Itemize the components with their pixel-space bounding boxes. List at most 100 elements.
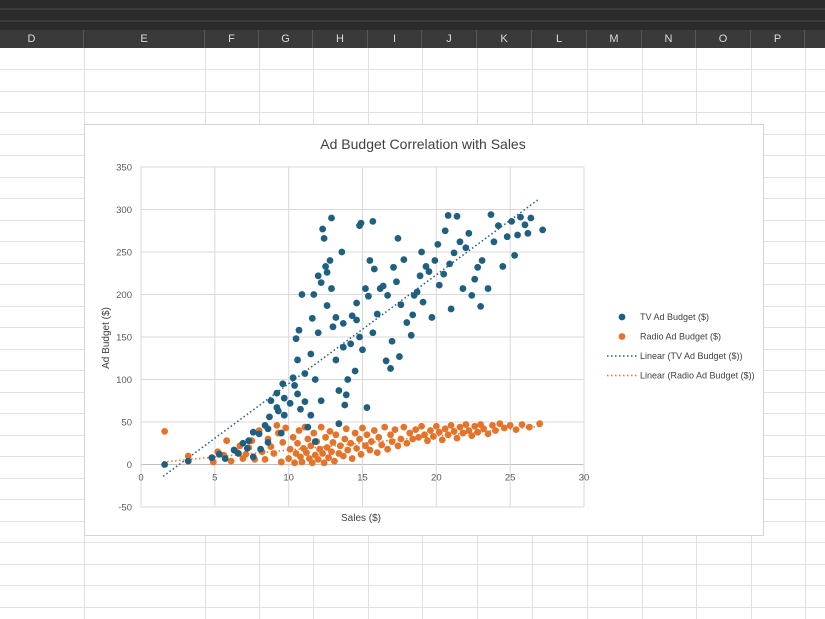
tv-data-point (400, 256, 408, 264)
tick-labels: -50 0 50 100 150 200 250 300 350 0 5 10 15 20 25 30 (116, 163, 589, 514)
tv-data-point (450, 249, 458, 257)
radio-data-point (286, 445, 294, 453)
radio-data-point (465, 427, 473, 434)
radio-data-point (471, 422, 479, 430)
radio-data-point (367, 438, 375, 445)
radio-data-point (484, 430, 492, 438)
tv-data-point (359, 346, 366, 354)
y-axis-title: Ad Budget ($) (101, 307, 112, 369)
radio-data-point (357, 450, 365, 458)
column-header-j[interactable]: J (422, 30, 477, 48)
column-header-d[interactable]: D (0, 30, 84, 48)
radio-data-point (415, 433, 423, 441)
tv-data-point (289, 374, 297, 382)
tv-data-point (326, 257, 334, 264)
tv-data-point (335, 420, 343, 428)
tv-data-point (348, 312, 356, 320)
tv-data-point (307, 350, 315, 358)
column-header-l[interactable]: L (532, 30, 587, 48)
column-header-h[interactable]: H (313, 30, 368, 48)
radio-data-point (412, 426, 420, 434)
legend-radio-trendline[interactable]: Linear (Radio Ad Budget ($)) (607, 371, 755, 381)
radio-data-point (391, 426, 399, 434)
radio-data-point (332, 431, 340, 439)
tv-data-point (416, 272, 424, 280)
legend-marker (618, 333, 626, 340)
column-header-i[interactable]: I (368, 30, 422, 48)
radio-data-point (227, 457, 235, 465)
radio-data-point (184, 452, 192, 460)
chart-legend[interactable]: TV Ad Budget ($) Radio Ad Budget ($) Linea… (607, 312, 755, 381)
legend-tv[interactable]: TV Ad Budget ($) (618, 312, 709, 322)
tv-data-point (221, 455, 229, 462)
radio-data-point (388, 438, 396, 445)
tv-data-point (323, 269, 331, 276)
tv-data-point (332, 356, 340, 364)
tv-data-point (447, 305, 455, 313)
tv-data-point (490, 238, 498, 246)
tv-data-point (279, 380, 287, 388)
legend-radio[interactable]: Radio Ad Budget ($) (618, 332, 721, 342)
radio-data-point (456, 423, 464, 431)
radio-data-point (304, 435, 312, 443)
tv-data-point (215, 450, 223, 458)
column-header-p[interactable]: P (751, 30, 805, 48)
tv-data-point (357, 219, 365, 227)
tv-data-point (446, 260, 454, 268)
chart-title: Ad Budget Correlation with Sales (320, 136, 525, 152)
column-header-m[interactable]: M (587, 30, 642, 48)
row-gridline (0, 585, 825, 586)
legend-marker (618, 313, 626, 321)
radio-data-point (418, 422, 425, 430)
tv-data-point (387, 365, 394, 372)
legend-tv-trendline[interactable]: Linear (TV Ad Budget ($)) (607, 351, 743, 361)
legend-label: Linear (TV Ad Budget ($)) (640, 351, 743, 361)
radio-data-point (450, 427, 458, 435)
x-tick-label: 15 (357, 473, 368, 484)
column-header-e[interactable]: E (84, 30, 205, 48)
radio-data-point (468, 432, 476, 439)
tv-data-point (418, 248, 425, 256)
tv-data-point (363, 404, 371, 411)
tv-data-point (474, 263, 482, 271)
y-tick-label: 100 (116, 375, 132, 386)
radio-data-point (492, 427, 499, 434)
y-tick-label: 350 (116, 163, 132, 174)
radio-data-point (341, 435, 349, 443)
tv-data-point (294, 356, 301, 364)
chart-container[interactable]: Ad Budget Correlation with Sales -50 0 50 1… (84, 124, 764, 536)
tv-data-point (471, 275, 479, 283)
tv-data-point (373, 310, 381, 318)
tv-data-point (264, 439, 272, 446)
column-header-o[interactable]: O (696, 30, 751, 48)
tv-data-point (329, 323, 337, 331)
tv-data-point (353, 299, 360, 307)
tv-data-point (511, 252, 518, 259)
tv-data-point (308, 314, 316, 322)
tv-data-point (328, 285, 335, 292)
column-header-k[interactable]: K (477, 30, 532, 48)
tv-data-point (280, 394, 288, 402)
column-header-f[interactable]: F (205, 30, 259, 48)
scatter-chart[interactable]: Ad Budget Correlation with Sales -500501… (85, 125, 765, 537)
tv-data-point (310, 291, 318, 298)
y-tick-label: 250 (116, 248, 132, 259)
radio-data-point (370, 427, 378, 434)
legend-label: TV Ad Budget ($) (640, 312, 709, 322)
y-tick-label: 200 (116, 290, 132, 301)
tv-data-point (264, 425, 272, 433)
tv-data-point (369, 218, 377, 225)
radio-data-point (223, 437, 231, 445)
radio-data-point (518, 421, 526, 428)
radio-data-point (294, 439, 301, 447)
tv-data-point (379, 282, 387, 290)
column-header-n[interactable]: N (642, 30, 696, 48)
radio-data-point (359, 424, 366, 432)
radio-data-point (447, 422, 455, 429)
column-header-g[interactable]: G (259, 30, 313, 48)
tv-data-point (370, 265, 378, 273)
radio-data-point (441, 425, 449, 433)
window-title-bar (0, 0, 825, 30)
tv-data-point (419, 298, 427, 306)
tv-data-point (425, 268, 433, 275)
